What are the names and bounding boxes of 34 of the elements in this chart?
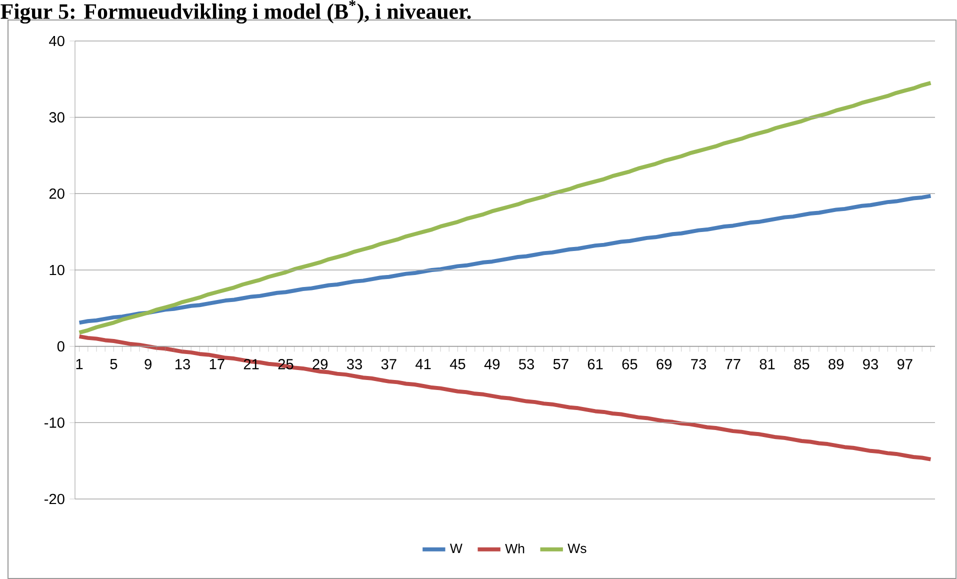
x-tick-label: 53 <box>518 359 534 370</box>
x-tick-label: 97 <box>897 359 912 370</box>
y-tick-label: 20 <box>49 188 64 199</box>
x-tick-label: 85 <box>794 359 810 370</box>
x-tick-label: 45 <box>450 359 466 370</box>
x-tick-label: 41 <box>416 359 431 370</box>
chart-title: Figur 5: Formueudvikling i model (B$^{*}$), i niveauer. <box>0 0 471 24</box>
y-tick-label: -10 <box>44 418 64 428</box>
legend-label: Ws <box>568 544 586 554</box>
x-tick-label: 61 <box>588 359 603 370</box>
x-tick-label: 89 <box>828 359 844 370</box>
x-tick-label: 49 <box>484 359 500 370</box>
x-tick-label: 29 <box>312 359 328 370</box>
x-tick-label: 13 <box>175 359 190 370</box>
y-tick-label: 40 <box>49 36 64 46</box>
x-tick-label: 1 <box>76 359 83 370</box>
x-tick-label: 9 <box>144 359 152 370</box>
x-tick-label: 37 <box>381 359 396 370</box>
x-tick-label: 81 <box>760 359 775 370</box>
x-tick-label: 73 <box>691 359 706 370</box>
x-tick-label: 69 <box>656 359 672 370</box>
y-tick-label: -20 <box>44 494 64 504</box>
legend-label: Wh <box>505 544 524 554</box>
x-tick-label: 93 <box>863 359 878 370</box>
x-tick-label: 17 <box>210 359 224 370</box>
x-tick-label: 5 <box>110 359 118 370</box>
x-tick-label: 33 <box>346 359 362 370</box>
y-tick-label: 30 <box>49 112 64 122</box>
x-tick-label: 77 <box>726 359 740 370</box>
legend-label: W <box>450 544 462 553</box>
y-tick-label: 0 <box>57 341 64 352</box>
x-tick-label: 65 <box>622 359 638 370</box>
y-tick-label: 10 <box>50 264 64 276</box>
x-tick-label: 57 <box>553 359 568 370</box>
